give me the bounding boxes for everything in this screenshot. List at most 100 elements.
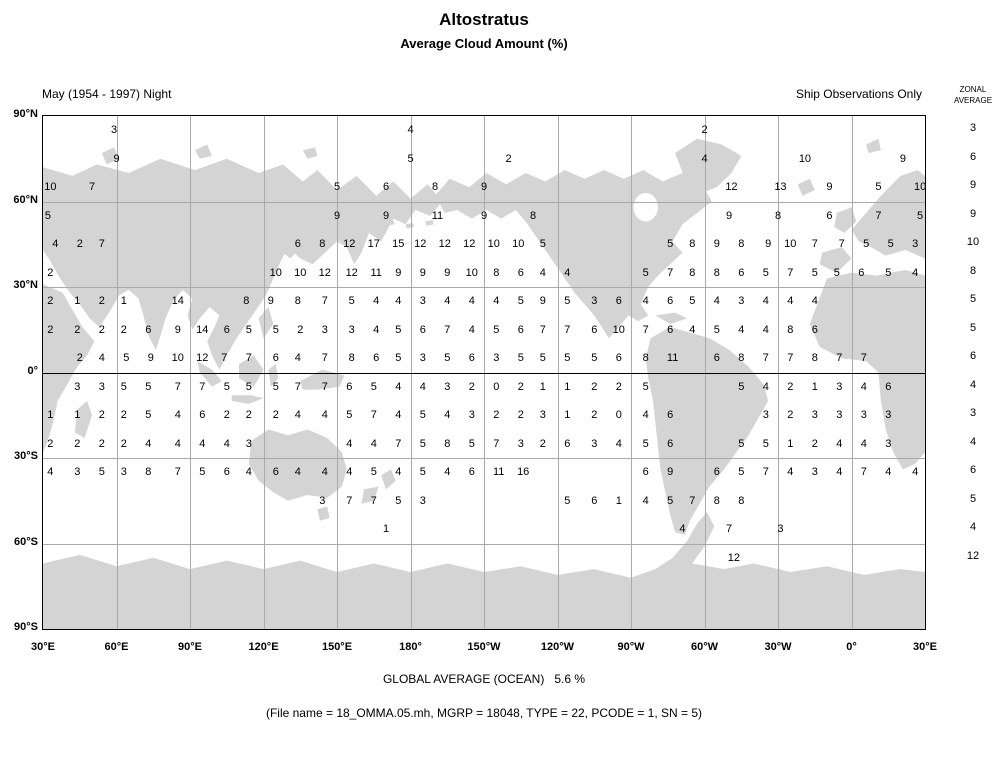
cloud-amount-value: 7 [98, 238, 105, 251]
cloud-amount-value: 2 [74, 437, 81, 450]
cloud-amount-value: 6 [223, 323, 230, 336]
cloud-amount-value: 7 [493, 437, 500, 450]
cloud-amount-value: 3 [517, 437, 524, 450]
cloud-amount-value: 5 [833, 266, 840, 279]
cloud-amount-value: 5 [444, 352, 451, 365]
cloud-amount-value: 2 [47, 323, 54, 336]
cloud-amount-value: 6 [517, 266, 524, 279]
cloud-amount-value: 6 [199, 409, 206, 422]
x-tick-label: 90°E [178, 641, 202, 653]
cloud-amount-value: 5 [395, 494, 402, 507]
world-map-plot: 3 4 2 9 5 2 4 10 9 10 7 5 6 8 9 12 13 9 5 10 5 9 9 11 9 8 9 8 6 7 5 4 2 7… [42, 115, 926, 630]
cloud-amount-value: 9 [539, 295, 546, 308]
cloud-amount-value: 5 [395, 323, 402, 336]
cloud-amount-value: 7 [860, 352, 867, 365]
cloud-amount-value: 12 [318, 266, 331, 279]
cloud-amount-value: 2 [120, 437, 127, 450]
cloud-amount-value: 4 [642, 494, 649, 507]
cloud-amount-value: 6 [858, 266, 865, 279]
cloud-amount-value: 2 [505, 152, 512, 165]
zonal-average-value: 6 [969, 150, 977, 163]
cloud-amount-value: 5 [407, 152, 414, 165]
cloud-amount-value: 8 [689, 238, 696, 251]
cloud-amount-value: 5 [887, 238, 894, 251]
cloud-amount-value: 4 [145, 437, 152, 450]
cloud-amount-value: 8 [738, 494, 745, 507]
cloud-amount-value: 7 [174, 466, 181, 479]
zonal-average-value: 9 [969, 179, 977, 192]
cloud-amount-value: 2 [517, 380, 524, 393]
cloud-amount-value: 5 [98, 466, 105, 479]
cloud-amount-value: 2 [223, 409, 230, 422]
cloud-amount-value: 10 [612, 323, 625, 336]
cloud-amount-value: 5 [738, 466, 745, 479]
cloud-amount-value: 6 [517, 323, 524, 336]
cloud-amount-value: 5 [875, 181, 882, 194]
cloud-amount-value: 5 [517, 295, 524, 308]
cloud-amount-value: 4 [98, 352, 105, 365]
cloud-amount-value: 3 [419, 494, 426, 507]
cloud-amount-value: 3 [348, 323, 355, 336]
cloud-amount-value: 4 [370, 437, 377, 450]
landmass-sumatra [197, 361, 222, 387]
cloud-amount-value: 11 [666, 352, 679, 365]
zonal-average-value: 3 [969, 122, 977, 135]
zonal-average-value: 8 [969, 264, 977, 277]
cloud-amount-value: 2 [591, 409, 598, 422]
landmass-new-zealand [361, 469, 396, 504]
y-tick-label: 90°N [13, 108, 38, 120]
zonal-average-value: 5 [969, 293, 977, 306]
landmass-tasmania [317, 506, 330, 521]
zonal-average-value: 6 [969, 464, 977, 477]
cloud-amount-value: 6 [885, 380, 892, 393]
cloud-amount-value: 12 [345, 266, 358, 279]
cloud-amount-value: 7 [395, 437, 402, 450]
cloud-amount-value: 5 [917, 209, 924, 222]
cloud-amount-value: 5 [591, 352, 598, 365]
cloud-amount-value: 12 [727, 551, 741, 564]
cloud-amount-value: 8 [738, 238, 745, 251]
cloud-amount-value: 9 [382, 209, 390, 222]
cloud-amount-value: 6 [294, 238, 301, 251]
x-tick-label: 120°W [540, 641, 575, 653]
landmass-iberia [819, 247, 852, 273]
cloud-amount-value: 10 [465, 266, 478, 279]
cloud-amount-value: 5 [199, 466, 206, 479]
period-label: May (1954 - 1997) Night [42, 87, 172, 101]
cloud-amount-value: 7 [294, 380, 301, 393]
cloud-amount-value: 7 [321, 352, 328, 365]
landmass-java [231, 395, 264, 404]
cloud-amount-value: 6 [667, 295, 674, 308]
landmass-britain [834, 207, 857, 233]
cloud-amount-value: 4 [395, 409, 402, 422]
file-info-label: (File name = 18_OMMA.05.mh, MGRP = 18048… [265, 706, 703, 720]
cloud-amount-value: 1 [74, 295, 81, 308]
cloud-amount-value: 8 [444, 437, 451, 450]
cloud-amount-value: 10 [294, 266, 307, 279]
cloud-amount-value: 3 [321, 323, 328, 336]
cloud-amount-value: 8 [642, 352, 649, 365]
cloud-amount-value: 3 [98, 380, 105, 393]
cloud-amount-value: 7 [838, 238, 845, 251]
cloud-amount-value: 6 [667, 409, 674, 422]
cloud-amount-value: 16 [517, 466, 530, 479]
cloud-amount-value: 2 [120, 323, 127, 336]
cloud-amount-value: 10 [487, 238, 500, 251]
cloud-amount-value: 3 [493, 352, 500, 365]
cloud-amount-value: 3 [836, 380, 843, 393]
cloud-amount-value: 2 [787, 380, 794, 393]
y-tick-label: 60°N [13, 193, 38, 206]
cloud-amount-value: 3 [319, 494, 326, 507]
cloud-amount-value: 5 [713, 323, 720, 336]
cloud-amount-value: 4 [885, 466, 892, 479]
cloud-amount-value: 4 [245, 466, 252, 479]
cloud-amount-value: 10 [798, 152, 812, 165]
cloud-amount-value: 2 [76, 352, 83, 365]
landmass-africa-east [43, 284, 95, 453]
cloud-amount-value: 5 [689, 295, 696, 308]
cloud-amount-value: 7 [539, 323, 546, 336]
cloud-amount-value: 4 [836, 437, 843, 450]
cloud-amount-value: 9 [667, 466, 674, 479]
cloud-amount-value: 5 [419, 437, 426, 450]
